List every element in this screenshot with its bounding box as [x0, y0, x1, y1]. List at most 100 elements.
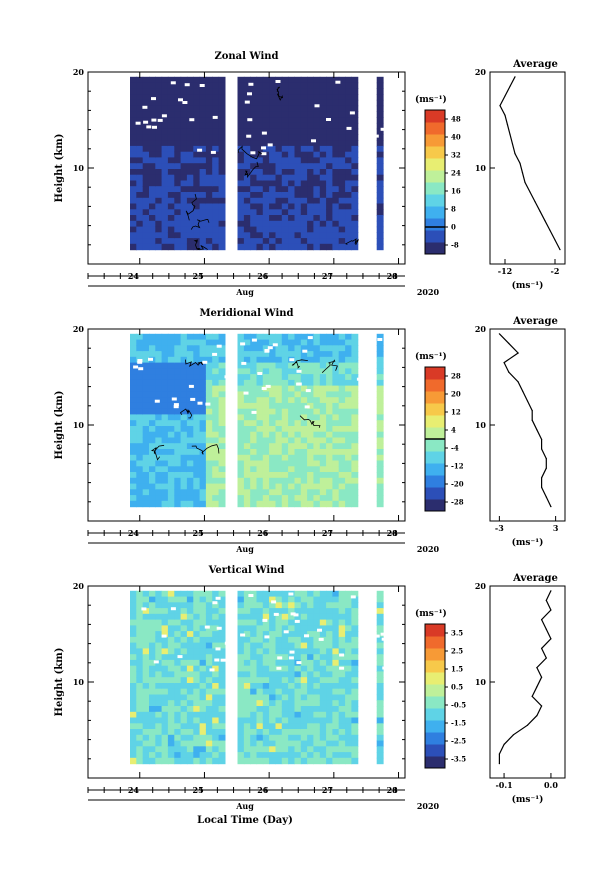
heatmap-cell	[256, 706, 264, 713]
heatmap-cell	[376, 192, 384, 199]
heatmap-cell	[300, 431, 308, 439]
heatmap-cell	[332, 356, 340, 364]
colorbar-step	[425, 487, 445, 500]
heatmap-cell	[218, 746, 226, 753]
heatmap-cell	[250, 466, 258, 473]
heatmap-cell	[307, 454, 314, 462]
heatmap-cell	[174, 88, 182, 95]
heatmap-cell	[174, 619, 182, 626]
heatmap-cell	[237, 203, 245, 210]
heatmap-cell	[199, 356, 207, 364]
heatmap-cell	[205, 625, 213, 632]
heatmap-cell	[300, 397, 308, 404]
heatmap-cell	[193, 192, 201, 199]
heatmap-cell	[205, 472, 213, 479]
heatmap-cell	[275, 379, 283, 387]
heatmap-cell	[281, 82, 289, 89]
average-xlabel: (ms⁻¹)	[512, 794, 544, 805]
heatmap-cell	[269, 414, 276, 421]
heatmap-cell	[275, 192, 283, 199]
heatmap-cell	[250, 99, 258, 107]
heatmap-cell	[199, 636, 207, 644]
heatmap-cell	[250, 180, 258, 187]
average-point	[541, 448, 543, 450]
heatmap-cell	[167, 426, 175, 433]
heatmap-cell	[199, 489, 207, 496]
heatmap-cell	[218, 345, 226, 352]
heatmap-cell	[256, 140, 264, 147]
average-title: Average	[512, 573, 558, 584]
heatmap-cell	[212, 642, 220, 649]
heatmap-cell	[199, 694, 207, 701]
heatmap-cell	[294, 122, 302, 130]
heatmap-cell	[218, 619, 226, 626]
missing-data-cell	[288, 656, 294, 660]
heatmap-cell	[262, 677, 270, 684]
heatmap-cell	[199, 397, 207, 404]
heatmap-cell	[237, 368, 245, 375]
heatmap-cell	[281, 671, 289, 678]
heatmap-cell	[269, 111, 276, 118]
heatmap-cell	[351, 489, 359, 496]
heatmap-cell	[149, 711, 156, 719]
heatmap-cell	[326, 489, 333, 496]
panel-title: Meridional Wind	[199, 308, 293, 319]
heatmap-cell	[300, 700, 308, 707]
heatmap-cell	[262, 345, 270, 352]
heatmap-cell	[376, 145, 384, 153]
heatmap-cell	[142, 596, 150, 603]
heatmap-cell	[269, 700, 276, 707]
heatmap-cell	[205, 134, 213, 141]
heatmap-cell	[243, 163, 251, 170]
heatmap-cell	[130, 688, 137, 696]
heatmap-cell	[161, 466, 169, 473]
heatmap-cell	[319, 608, 327, 615]
heatmap-cell	[326, 243, 333, 251]
heatmap-cell	[250, 642, 258, 649]
heatmap-cell	[319, 117, 327, 124]
heatmap-cell	[307, 105, 314, 112]
heatmap-cell	[243, 157, 251, 164]
heatmap-cell	[250, 431, 258, 439]
heatmap-cell	[262, 209, 270, 216]
heatmap-cell	[351, 379, 359, 387]
heatmap-cell	[269, 642, 276, 649]
heatmap-cell	[180, 362, 188, 369]
heatmap-cell	[319, 226, 327, 233]
heatmap-cell	[319, 157, 327, 164]
heatmap-cell	[193, 477, 201, 485]
heatmap-cell	[300, 740, 308, 747]
heatmap-cell	[313, 88, 321, 95]
heatmap-cell	[256, 76, 264, 84]
heatmap-cell	[167, 437, 175, 444]
heatmap-cell	[319, 215, 327, 222]
heatmap-cell	[237, 128, 245, 135]
heatmap-cell	[167, 128, 175, 135]
heatmap-cell	[174, 169, 182, 176]
missing-data-cell	[311, 139, 316, 143]
heatmap-cell	[136, 128, 144, 135]
heatmap-cell	[338, 145, 346, 153]
colorbar-tick: 2.5	[451, 647, 463, 656]
heatmap-cell	[262, 746, 270, 753]
missing-data-cell	[143, 120, 149, 124]
heatmap-cell	[161, 157, 169, 164]
heatmap-cell	[351, 443, 359, 450]
heatmap-cell	[256, 420, 264, 427]
colorbar-step	[425, 218, 445, 231]
heatmap-cell	[174, 723, 182, 730]
heatmap-cell	[205, 145, 213, 153]
missing-data-cell	[141, 607, 147, 611]
heatmap-cell	[136, 688, 144, 696]
heatmap-cell	[275, 746, 283, 753]
heatmap-cell	[136, 174, 144, 182]
heatmap-cell	[149, 489, 156, 496]
heatmap-cell	[205, 94, 213, 101]
heatmap-cell	[243, 631, 251, 638]
heatmap-cell	[319, 374, 327, 381]
heatmap-cell	[243, 402, 251, 410]
heatmap-cell	[332, 426, 340, 433]
zero-contour	[185, 86, 359, 251]
heatmap-cell	[218, 723, 226, 730]
